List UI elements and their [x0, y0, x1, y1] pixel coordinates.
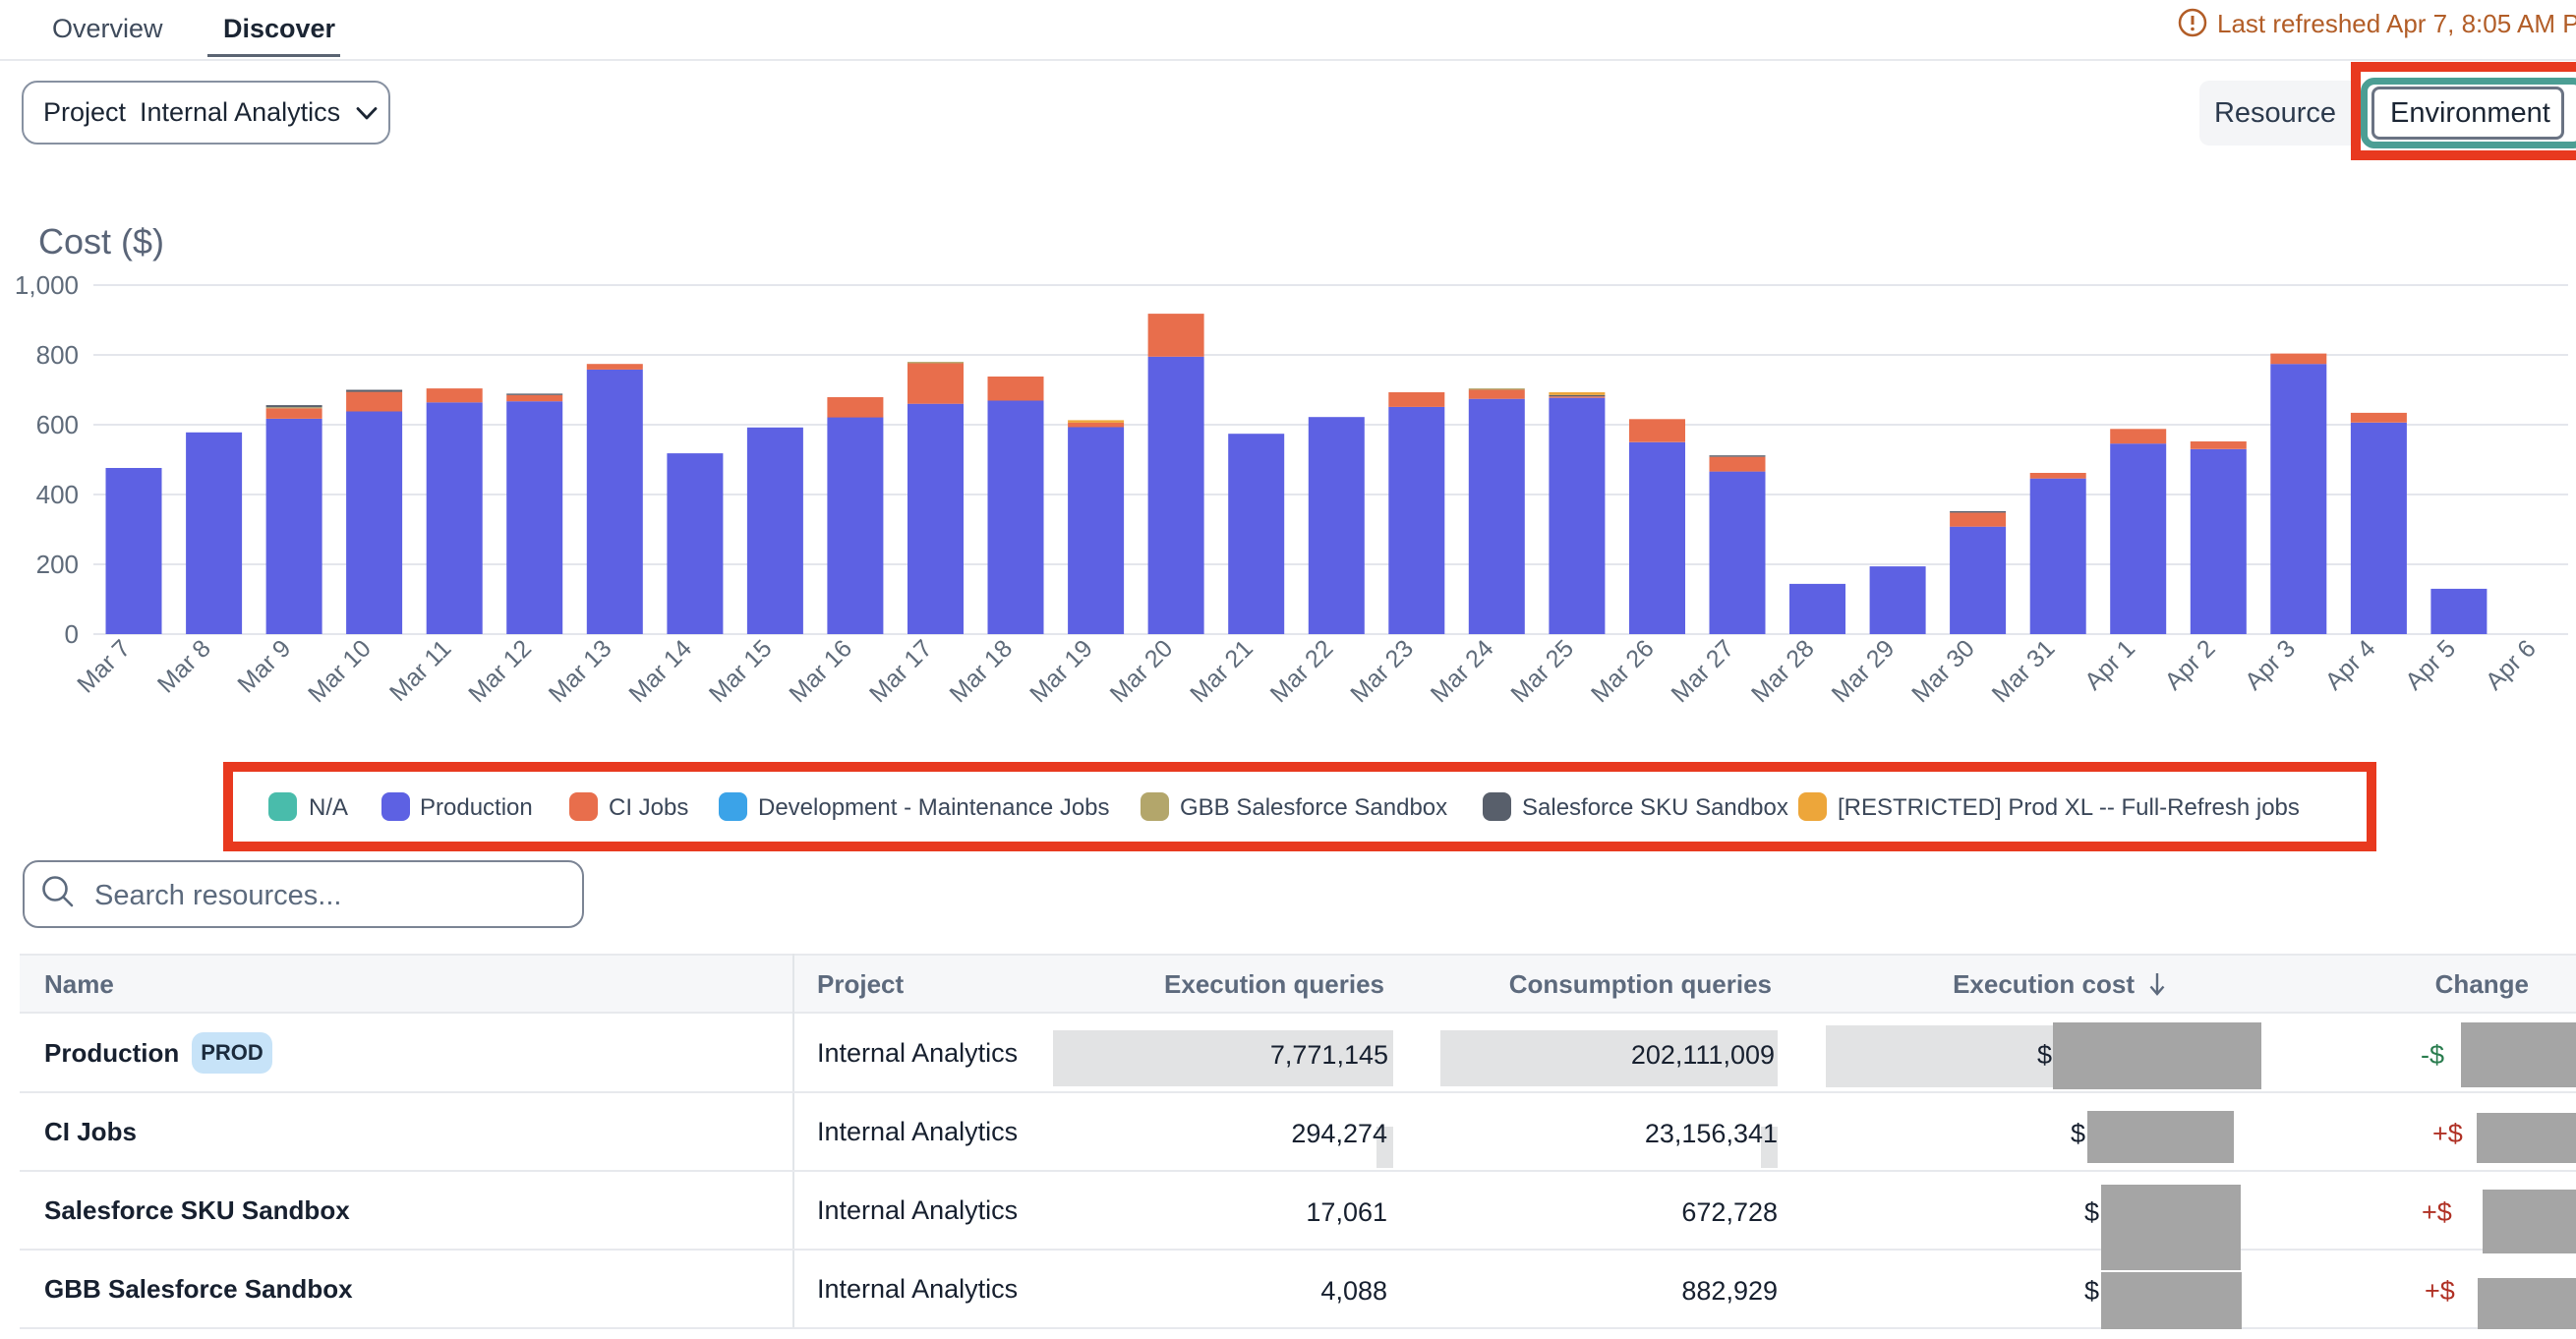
svg-text:Mar 23: Mar 23: [1345, 634, 1419, 708]
svg-text:Mar 30: Mar 30: [1906, 634, 1980, 708]
svg-text:Mar 26: Mar 26: [1586, 634, 1660, 708]
svg-text:Mar 20: Mar 20: [1105, 634, 1179, 708]
svg-text:Mar 16: Mar 16: [784, 634, 857, 708]
svg-text:Mar 22: Mar 22: [1265, 634, 1339, 708]
svg-text:Mar 24: Mar 24: [1426, 634, 1499, 708]
svg-text:Apr 5: Apr 5: [2400, 634, 2461, 695]
svg-text:1,000: 1,000: [15, 270, 79, 300]
svg-text:Mar 28: Mar 28: [1746, 634, 1820, 708]
svg-text:Apr 2: Apr 2: [2159, 634, 2220, 695]
svg-text:Mar 17: Mar 17: [864, 634, 938, 708]
svg-text:Apr 6: Apr 6: [2481, 634, 2542, 695]
svg-text:Apr 1: Apr 1: [2079, 634, 2140, 695]
svg-text:Mar 11: Mar 11: [384, 634, 457, 707]
svg-text:Apr 3: Apr 3: [2240, 634, 2301, 695]
svg-text:Mar 9: Mar 9: [232, 634, 296, 698]
svg-text:Mar 29: Mar 29: [1827, 634, 1901, 708]
svg-text:Mar 14: Mar 14: [623, 634, 697, 708]
svg-text:Mar 25: Mar 25: [1505, 634, 1579, 708]
svg-text:600: 600: [36, 410, 79, 439]
svg-text:Mar 10: Mar 10: [303, 634, 377, 708]
svg-text:Mar 21: Mar 21: [1185, 634, 1259, 708]
svg-text:0: 0: [65, 619, 79, 649]
svg-text:400: 400: [36, 480, 79, 509]
svg-text:Mar 13: Mar 13: [544, 634, 617, 708]
svg-text:Apr 4: Apr 4: [2320, 634, 2381, 695]
svg-text:Mar 27: Mar 27: [1666, 634, 1739, 708]
svg-text:Mar 8: Mar 8: [152, 634, 216, 698]
svg-text:Mar 12: Mar 12: [463, 634, 537, 708]
svg-text:Mar 7: Mar 7: [72, 634, 136, 698]
svg-text:Mar 31: Mar 31: [1987, 634, 2061, 708]
svg-text:200: 200: [36, 550, 79, 579]
svg-text:Mar 15: Mar 15: [704, 634, 778, 708]
svg-text:Mar 18: Mar 18: [944, 634, 1018, 708]
svg-text:Mar 19: Mar 19: [1025, 634, 1098, 708]
svg-text:800: 800: [36, 340, 79, 370]
